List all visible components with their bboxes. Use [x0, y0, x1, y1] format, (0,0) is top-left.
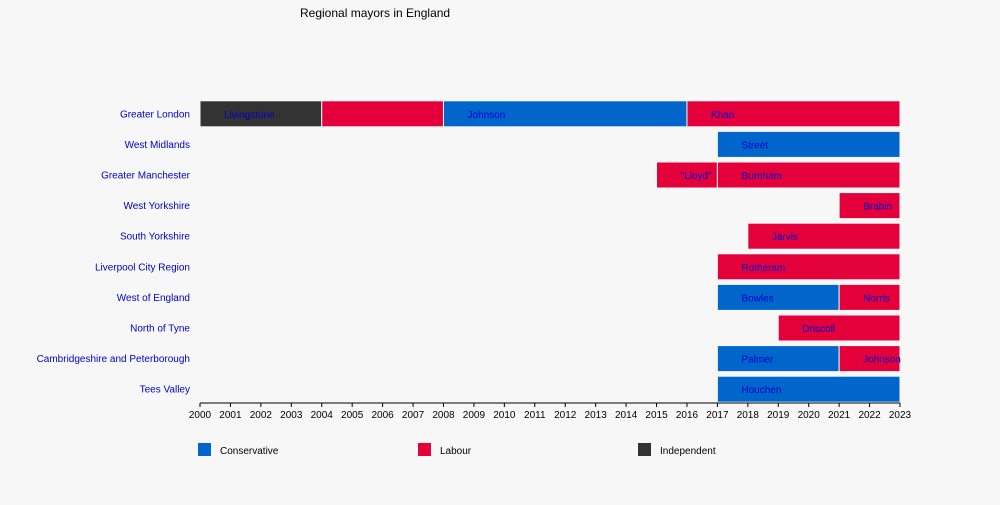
legend-label: Conservative: [220, 446, 279, 457]
x-tick-label: 2009: [463, 410, 486, 421]
term-bar-label[interactable]: Bowles: [741, 293, 773, 304]
term-bar: [716, 253, 901, 281]
chart-title: Regional mayors in England: [300, 6, 450, 20]
x-tick-label: 2012: [554, 410, 577, 421]
x-tick-label: 2011: [524, 410, 546, 421]
term-bar: [442, 100, 688, 128]
legend-label: Labour: [440, 446, 472, 457]
row-label[interactable]: Greater Manchester: [101, 171, 191, 182]
term-bar-label[interactable]: Driscoll: [802, 324, 835, 335]
legend-swatch: [198, 443, 211, 456]
x-tick-label: 2018: [737, 410, 760, 421]
term-bar-label[interactable]: Burnham: [741, 171, 782, 182]
row-label[interactable]: South Yorkshire: [120, 232, 190, 243]
term-bar-label[interactable]: Palmer: [741, 355, 773, 366]
legend-label: Independent: [660, 446, 716, 457]
term-bar-label[interactable]: Houchen: [741, 385, 781, 396]
term-bar-label[interactable]: Brabin: [863, 202, 892, 213]
x-tick-label: 2015: [645, 410, 668, 421]
x-tick-label: 2017: [706, 410, 729, 421]
term-bar-label[interactable]: Khan: [711, 110, 734, 121]
x-tick-label: 2020: [798, 410, 821, 421]
row-label[interactable]: Cambridgeshire and Peterborough: [37, 354, 190, 365]
row-label[interactable]: Tees Valley: [140, 385, 190, 396]
x-tick-label: 2023: [889, 410, 912, 421]
term-bar: [747, 222, 901, 250]
term-bar: [716, 375, 901, 403]
x-tick-label: 2001: [219, 410, 242, 421]
x-tick-label: 2019: [767, 410, 790, 421]
legend-swatch: [638, 443, 651, 456]
term-bar: [686, 100, 901, 128]
term-bar-label[interactable]: Norris: [863, 293, 890, 304]
term-bar-label[interactable]: Street: [741, 140, 768, 151]
term-bar-label[interactable]: Livingstone: [224, 110, 275, 121]
term-bar-label[interactable]: Rotheram: [741, 263, 785, 274]
x-tick-label: 2013: [585, 410, 608, 421]
term-bar: [656, 161, 718, 189]
term-bar-label[interactable]: Jarvis: [772, 232, 798, 243]
term-bar: [838, 283, 901, 311]
x-tick-label: 2022: [858, 410, 881, 421]
term-bar: [199, 100, 323, 128]
term-bar-label[interactable]: "Lloyd": [681, 171, 712, 182]
term-bar: [716, 345, 840, 373]
term-bar: [716, 161, 901, 189]
term-bar: [838, 192, 901, 220]
x-tick-label: 2003: [280, 410, 303, 421]
term-bar: [838, 345, 901, 373]
x-tick-label: 2008: [432, 410, 455, 421]
x-tick-label: 2005: [341, 410, 364, 421]
x-tick-label: 2000: [189, 410, 212, 421]
x-tick-label: 2007: [402, 410, 425, 421]
row-label[interactable]: West Yorkshire: [123, 201, 190, 212]
term-bar-label[interactable]: Johnson: [467, 110, 505, 121]
row-label[interactable]: West Midlands: [125, 140, 190, 151]
legend-swatch: [418, 443, 431, 456]
row-label[interactable]: North of Tyne: [130, 324, 190, 335]
x-tick-label: 2006: [371, 410, 394, 421]
term-bar: [321, 100, 444, 128]
x-tick-label: 2014: [615, 410, 638, 421]
row-label[interactable]: Greater London: [120, 109, 190, 120]
x-tick-label: 2010: [493, 410, 516, 421]
x-tick-label: 2016: [676, 410, 699, 421]
row-label[interactable]: Liverpool City Region: [95, 262, 190, 273]
term-bar: [716, 283, 840, 311]
x-tick-label: 2002: [250, 410, 273, 421]
x-tick-label: 2021: [828, 410, 851, 421]
term-bar: [777, 314, 901, 342]
term-bar: [716, 130, 901, 158]
row-label[interactable]: West of England: [117, 293, 190, 304]
term-bar-label[interactable]: Johnson: [863, 355, 901, 366]
x-tick-label: 2004: [311, 410, 334, 421]
